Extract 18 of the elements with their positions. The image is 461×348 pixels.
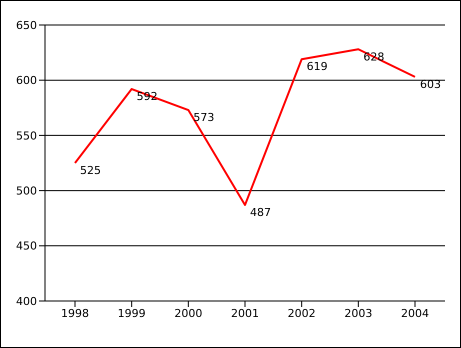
x-tick-label: 2000 [174,306,202,320]
x-tick-label: 1998 [61,306,89,320]
data-label: 573 [193,111,214,124]
x-tick-label: 2002 [288,306,316,320]
y-tick-label: 400 [16,294,37,308]
data-label: 525 [80,164,101,177]
x-tick-label: 2003 [344,306,372,320]
y-tick-label: 450 [16,240,37,253]
x-tick-label: 2001 [231,306,259,320]
y-tick-label: 500 [16,184,37,198]
y-tick-label: 600 [16,74,37,88]
x-tick-label: 1999 [118,306,146,320]
line-series [74,48,416,206]
x-tick-label: 2004 [401,306,429,320]
y-tick-label: 650 [16,18,37,32]
data-label: 487 [250,206,271,219]
data-label: 619 [306,60,328,74]
y-tick-label: 550 [16,129,37,142]
